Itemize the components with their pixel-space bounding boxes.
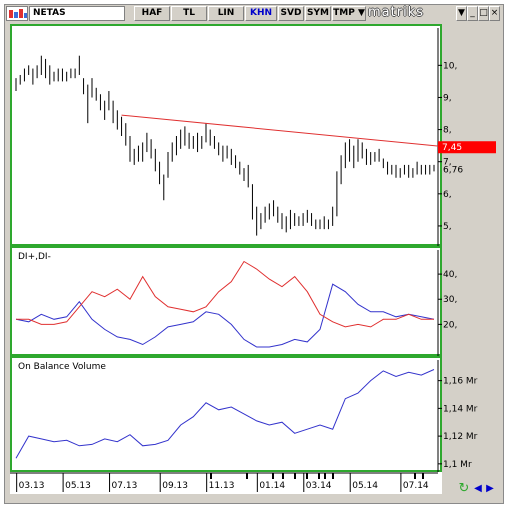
y-tick-label-1: 30, — [443, 295, 457, 305]
last-value-label: 7,45 — [442, 143, 462, 153]
symbol-field[interactable]: NETAS — [29, 6, 125, 21]
price-y-tick-label: 7, — [443, 158, 452, 168]
ref-value-label: 6,76 — [443, 165, 463, 175]
price-panel: 5, 6, 7, 8, 9, 10, 7,45 6,76 — [10, 24, 496, 246]
x-tick-label: 05.14 — [352, 481, 378, 491]
di-panel-title: DI+,DI- — [18, 252, 51, 262]
symbol-list-icon[interactable] — [6, 6, 28, 21]
close-icon[interactable]: × — [489, 6, 500, 21]
event-marker — [272, 473, 274, 479]
toolbar-button-tmp[interactable]: TMP ▼ — [332, 6, 366, 21]
x-tick-label: 03.14 — [306, 481, 332, 491]
time-axis: 03.13 05.13 07.13 09.13 11.13 01.14 03.14 05.14… — [10, 472, 442, 494]
y-tick-label-1: 20, — [443, 320, 457, 330]
y-tick-label-2: 1,16 Mr — [443, 377, 478, 387]
obv-chart: 1,1 Mr 1,12 Mr 1,14 Mr 1,16 Mr — [15, 360, 478, 472]
refresh-icon[interactable]: ↻ — [458, 481, 470, 496]
event-marker — [414, 473, 416, 479]
event-marker — [210, 473, 212, 479]
event-marker — [306, 473, 308, 479]
brand-logo: matriks — [368, 5, 424, 20]
event-marker — [282, 473, 284, 479]
toolbar: NETAS HAF TL LIN KHN SVD SYM TMP ▼ matriks ▼ _ □… — [6, 6, 502, 22]
price-y-tick-label: 10, — [443, 61, 457, 71]
x-tick-label: 07.14 — [403, 481, 429, 491]
toolbar-button-tl[interactable]: TL — [171, 6, 207, 21]
toolbar-button-svd[interactable]: SVD — [278, 6, 304, 21]
x-tick-label: 09.13 — [162, 481, 188, 491]
x-tick-label: 03.13 — [19, 481, 45, 491]
event-marker — [422, 473, 424, 479]
toolbar-button-lin[interactable]: LIN — [208, 6, 244, 21]
price-chart: 5, 6, 7, 8, 9, 10, 7,45 6,76 — [15, 28, 496, 246]
trend-line — [121, 114, 441, 147]
price-y-tick-label: 9, — [443, 93, 452, 103]
x-tick-label: 07.13 — [112, 481, 138, 491]
y-tick-label-2: 1,14 Mr — [443, 404, 478, 414]
toolbar-button-khn[interactable]: KHN — [245, 6, 277, 21]
toolbar-button-sym[interactable]: SYM — [305, 6, 331, 21]
obv-panel-title: On Balance Volume — [18, 362, 106, 372]
y-tick-label-1: 40, — [443, 270, 457, 280]
navigation: ↻ ◀ ▶ — [458, 482, 502, 496]
event-marker — [332, 473, 334, 479]
last-value-badge — [438, 141, 496, 154]
event-marker — [246, 473, 248, 479]
series-line-di- — [15, 283, 435, 348]
dropdown-icon[interactable]: ▼ — [456, 6, 467, 21]
y-tick-label-2: 1,1 Mr — [443, 460, 472, 470]
di-chart: 20, 30, 40, — [15, 250, 457, 356]
series-line-on-balance-volume — [15, 369, 435, 459]
di-panel: DI+,DI- 20, 30, 40, — [10, 246, 457, 356]
event-marker — [318, 473, 320, 479]
scroll-left-icon[interactable]: ◀ — [474, 483, 482, 494]
x-tick-label: 01.14 — [259, 481, 285, 491]
scroll-right-icon[interactable]: ▶ — [486, 483, 494, 494]
event-marker — [324, 473, 326, 479]
maximize-icon[interactable]: □ — [478, 6, 489, 21]
x-tick-label: 05.13 — [65, 481, 91, 491]
price-y-tick-label: 5, — [443, 222, 452, 232]
price-y-tick-label: 8, — [443, 126, 452, 136]
event-marker — [294, 473, 296, 479]
series-line-di- — [16, 260, 434, 328]
toolbar-button-haf[interactable]: HAF — [134, 6, 170, 21]
price-y-tick-label: 6, — [443, 190, 452, 200]
obv-panel: On Balance Volume 1,1 Mr 1,12 Mr 1,14 Mr 1,… — [10, 356, 478, 472]
minimize-icon[interactable]: _ — [467, 6, 478, 21]
x-tick-label: 11.13 — [209, 481, 235, 491]
y-tick-label-2: 1,12 Mr — [443, 432, 478, 442]
